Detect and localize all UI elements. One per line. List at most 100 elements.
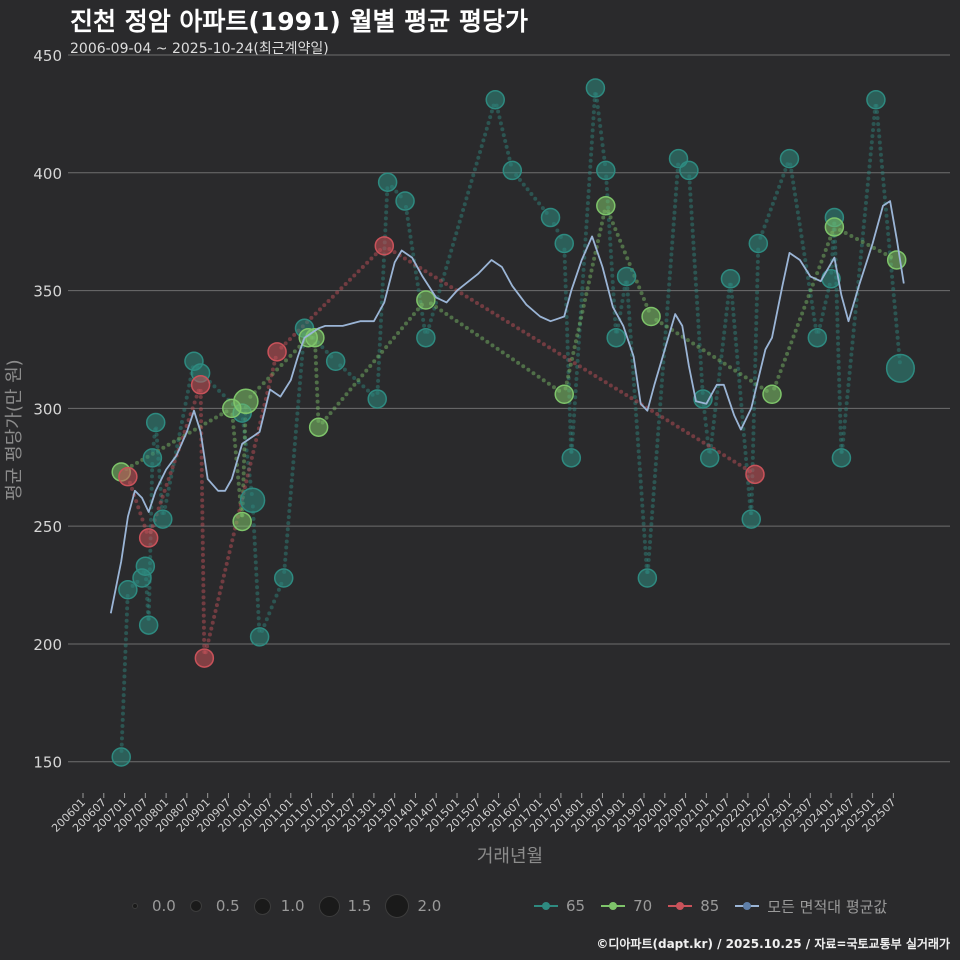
trend-dot [526,367,531,372]
size-legend-item: 1.5 [318,895,371,917]
trend-dot [242,435,247,440]
trend-dot [322,303,327,308]
trend-dot [201,625,206,630]
trend-dot [286,515,291,520]
trend-dot [840,443,845,448]
trend-dot [674,180,679,185]
trend-dot [459,291,464,296]
trend-dot [449,285,454,290]
trend-dot [147,585,152,590]
data-point-65 [554,233,574,254]
data-point-65 [273,568,294,588]
trend-dot [120,724,125,729]
trend-dot [859,249,864,254]
trend-dot [568,443,573,448]
trend-dot [151,441,156,446]
data-point-85 [374,236,395,256]
trend-dot [869,140,874,145]
trend-dot [456,225,461,230]
trend-dot [828,236,833,241]
trend-dot [433,275,438,280]
trend-dot [123,643,128,648]
trend-dot [328,411,333,416]
trend-dot [209,626,214,631]
trend-dot [633,407,638,412]
data-point-70 [554,384,574,404]
data-point-65 [416,327,436,348]
trend-dot [245,473,250,478]
trend-dot [789,340,794,345]
trend-dot [733,330,738,335]
data-point-65 [807,327,828,348]
trend-dot [248,479,253,484]
trend-dot [792,186,797,191]
trend-dot [794,204,799,209]
trend-dot [670,421,675,426]
trend-dot [567,412,572,417]
trend-dot [159,498,164,503]
trend-dot [269,373,274,378]
series-avg-key-icon [735,899,760,913]
trend-dot [812,317,817,322]
trend-dot [447,254,452,259]
trend-dot [583,243,588,248]
trend-dot [284,539,289,544]
trend-dot [627,310,632,315]
trend-dot [703,423,708,428]
trend-dot [579,304,584,309]
trend-dot [364,368,369,373]
trend-dot [200,534,205,539]
trend-dot [159,505,164,510]
trend-dot [161,445,166,450]
trend-dot [654,456,659,461]
trend-dot [714,396,719,401]
trend-dot [269,605,274,610]
trend-dot [315,393,320,398]
trend-dot [634,419,639,424]
trend-dot [609,255,614,260]
trend-dot [414,276,419,281]
trend-dot [657,408,662,413]
trend-dot [185,389,190,394]
trend-dot [199,479,204,484]
trend-dot [608,383,613,388]
y-tick-label: 350 [33,283,62,301]
trend-dot [835,329,840,334]
trend-dot [839,443,844,448]
trend-dot [843,413,848,418]
trend-dot [735,354,740,359]
trend-dot [439,308,444,313]
trend-dot [571,419,576,424]
trend-dot [274,593,279,598]
data-point-65 [142,448,163,468]
trend-dot [459,213,464,218]
trend-dot [314,374,319,379]
trend-dot [724,312,729,317]
trend-dot [241,471,246,476]
trend-dot [177,432,182,437]
trend-dot [565,351,570,356]
trend-dot [119,742,124,747]
trend-dot [601,149,606,154]
trend-dot [659,390,664,395]
trend-dot [739,408,744,413]
trend-dot [457,219,462,224]
trend-dot [619,305,624,310]
series-legend-item: 모든 면적대 평균값 [735,896,887,917]
trend-dot [644,563,649,568]
trend-dot [876,128,881,133]
size-legend-label: 2.0 [417,897,442,915]
trend-dot [135,460,140,465]
trend-dot [565,345,570,350]
trend-dot [610,273,615,278]
trend-dot [631,370,636,375]
trend-dot [252,529,257,534]
trend-dot [198,394,203,399]
trend-dot [870,128,875,133]
trend-dot [380,288,385,293]
trend-dot [754,327,759,332]
trend-dot [562,354,567,359]
trend-dot [309,315,314,320]
trend-dot [647,552,652,557]
trend-dot [254,578,259,583]
